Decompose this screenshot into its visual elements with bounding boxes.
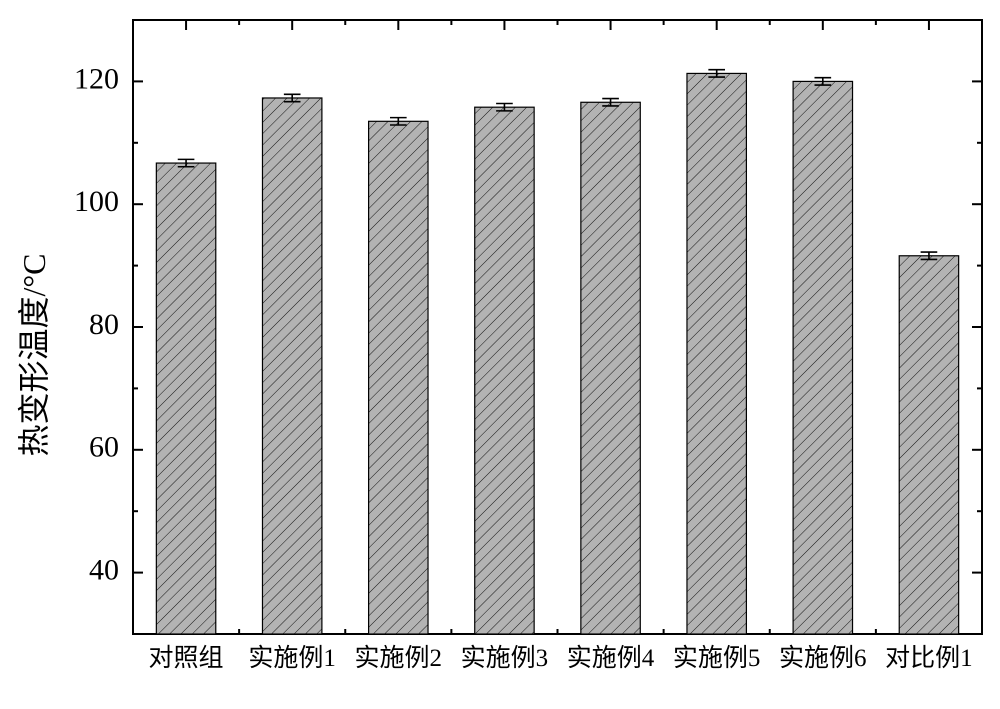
x-tick-label: 实施例6 (779, 644, 867, 672)
y-tick-label: 100 (74, 185, 119, 218)
y-tick-label: 120 (74, 62, 119, 95)
plot-frame (133, 20, 982, 634)
bar (262, 98, 321, 634)
x-tick-label: 实施例5 (673, 644, 761, 672)
x-tick-label: 对比例1 (885, 644, 973, 672)
bar (475, 107, 534, 634)
bar (369, 121, 428, 634)
x-tick-label: 对照组 (149, 644, 224, 672)
bar (156, 163, 215, 634)
bar-chart: 热变形温度/°C 40 60 80 100 120 对照组实施例1 实施例2 实施例3 实施例4… (0, 0, 1000, 709)
y-tick-label: 60 (89, 431, 119, 464)
bar (899, 256, 958, 634)
x-tick-label: 实施例4 (567, 644, 655, 672)
bar (687, 73, 746, 634)
y-tick-label: 80 (89, 308, 119, 341)
y-axis-title: 热变形温度/°C (9, 253, 55, 456)
x-tick-label: 实施例3 (461, 644, 549, 672)
chart-svg: 40 60 80 100 120 对照组实施例1 实施例2 实施例3 实施例4 实施例5 实施例6 对… (0, 0, 1000, 709)
x-tick-label: 实施例2 (355, 644, 443, 672)
bar (581, 102, 640, 634)
x-tick-label: 实施例1 (248, 644, 336, 672)
y-tick-label: 40 (89, 553, 119, 586)
bar (793, 81, 852, 634)
